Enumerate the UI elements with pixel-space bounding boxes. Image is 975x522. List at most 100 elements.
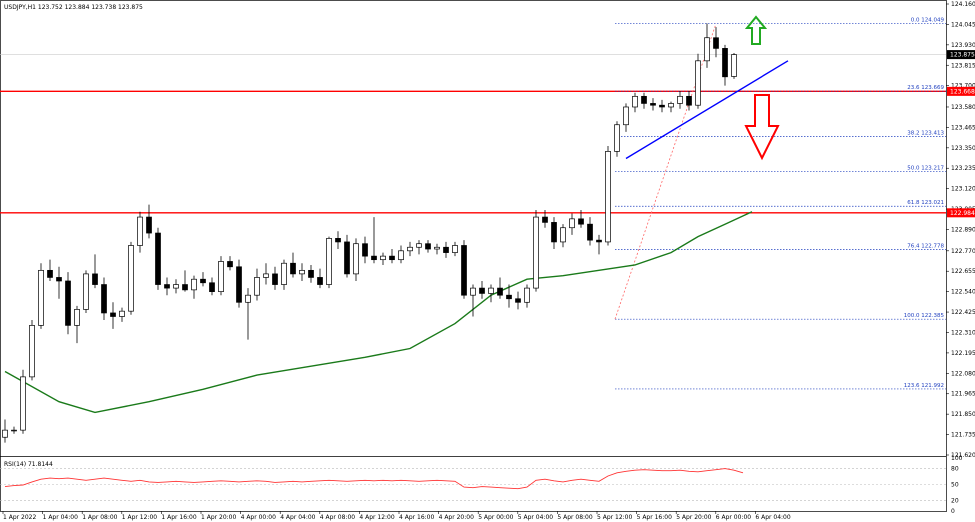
candle-body [272,273,278,285]
candle-body [281,262,287,285]
candle [659,99,665,113]
candle-body [317,277,323,285]
candle-body [182,284,188,291]
candle-body [227,261,233,268]
candle-body [83,273,89,310]
candle-body [578,218,584,225]
candle-body [245,294,251,303]
candle-body [650,103,656,106]
price-axis[interactable]: 124.160 124.045 123.930 123.815 123.700 123.5… [946,1,975,459]
rsi-panel: 100 80 50 20 0 [0,455,963,515]
candle-body [92,273,98,285]
candle-body [596,239,602,243]
price-tick-label: 122.770 [951,248,975,255]
candle [128,241,134,315]
level-price-tag [947,208,975,218]
candle [704,23,710,68]
rsi-tick-label: 20 [951,497,959,504]
candle-body [569,218,575,229]
candle-body [677,95,683,104]
candle [173,279,179,294]
candle [650,98,656,111]
candles [2,23,737,443]
candle [596,234,602,255]
candle-body [614,124,620,152]
candle-body [110,312,116,317]
candle [299,263,305,281]
candle-body [659,104,665,108]
candle [398,245,404,264]
candle-body [56,277,62,282]
time-tick-label: 5 Apr 04:00 [518,514,553,521]
candle-body [335,238,341,243]
candle [182,270,188,292]
candle-body [308,269,314,278]
candle-body [452,245,458,253]
candle-body [416,243,422,248]
candle-body [398,250,404,261]
candle [245,288,251,340]
candle [308,265,314,283]
candle-body [524,287,530,303]
candle-body [74,309,80,326]
rsi-tick-label: 50 [951,482,959,489]
candle [407,241,413,257]
candle [605,146,611,246]
fib-level-label: 23.6 123.669 [907,85,944,91]
candle-body [560,227,566,243]
candle [497,277,503,299]
candle [587,217,593,246]
time-tick-label: 5 Apr 08:00 [557,514,592,521]
candle-body [47,269,53,278]
price-tick-label: 123.580 [951,104,975,111]
candle-body [2,429,8,438]
time-tick-label: 5 Apr 16:00 [637,514,672,521]
candle [137,211,143,253]
candle-body [218,261,224,292]
time-tick-label: 1 Apr 12:00 [122,514,157,521]
candle-body [326,238,332,285]
candle [92,254,98,289]
candle [326,236,332,289]
candle [110,302,116,329]
candle-body [209,282,215,292]
candle [317,268,323,289]
candle [263,263,269,285]
time-tick-label: 1 Apr 04:00 [43,514,78,521]
candle [461,240,467,299]
fib-level-label: 0.0 124.049 [911,18,945,24]
candle [416,240,422,255]
candle-body [389,255,395,261]
plot-frame [0,0,947,512]
fib-level-label: 100.0 122.385 [904,313,945,319]
candle-body [20,376,26,431]
time-tick-label: 4 Apr 08:00 [320,514,355,521]
candle-body [371,255,377,261]
candle [236,259,242,308]
candle [290,252,296,278]
price-tick-label: 123.815 [951,62,975,69]
candle [470,284,476,317]
price-tick-label: 122.890 [951,227,975,234]
price-tick-label: 123.465 [951,124,975,131]
candle-body [38,269,44,326]
level-price-tag [947,86,975,96]
candle [452,241,458,257]
current-price-tag [947,50,975,60]
time-axis[interactable]: 1 Apr 2022 1 Apr 04:00 1 Apr 08:00 1 Apr 12… [2,511,791,521]
candle [722,44,728,86]
candle-body [515,298,521,303]
candle [569,213,575,235]
candle [164,277,170,296]
candle-body [551,222,557,243]
candle [218,256,224,296]
level-price-label: 122.984 [950,210,975,217]
price-tick-label: 121.850 [951,411,975,418]
candle-body [65,280,71,326]
candle-body [722,48,728,78]
time-tick-label: 6 Apr 04:00 [755,514,790,521]
arrows [744,15,780,161]
candle-body [236,266,242,303]
candle-body [668,103,674,108]
fib-level-label: 50.0 123.217 [907,165,944,171]
